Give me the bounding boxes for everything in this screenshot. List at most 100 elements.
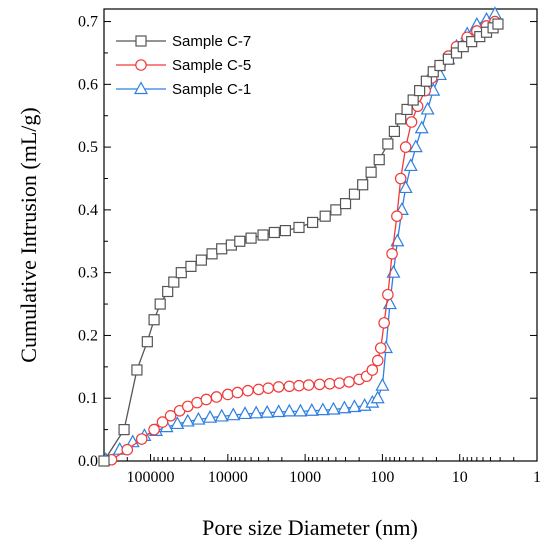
data-point-circle bbox=[148, 423, 160, 436]
data-point-square bbox=[118, 424, 130, 436]
data-point-square bbox=[339, 198, 352, 210]
data-point-square bbox=[98, 455, 110, 467]
data-point-circle bbox=[231, 386, 244, 399]
data-point-square bbox=[330, 204, 342, 216]
data-point-circle bbox=[302, 379, 315, 391]
data-point-circle bbox=[293, 379, 305, 392]
data-point-triangle bbox=[249, 405, 264, 419]
y-tick-label: 0.4 bbox=[78, 202, 98, 219]
data-point-circle bbox=[252, 383, 265, 396]
data-point-triangle bbox=[326, 401, 341, 415]
data-point-triangle bbox=[180, 413, 195, 427]
data-point-circle bbox=[333, 377, 346, 389]
data-point-triangle bbox=[191, 411, 206, 425]
data-point-square bbox=[307, 216, 319, 229]
series-line bbox=[111, 21, 496, 461]
y-tick-label: 0.3 bbox=[78, 265, 98, 282]
axis-ticks: 0.0 0.1 0.2 0.3 0.4 0.5 0.6 0.7 100000 10000 1000 1… bbox=[78, 14, 541, 486]
data-point-square bbox=[148, 314, 160, 326]
data-point-triangle bbox=[237, 406, 252, 420]
data-point-square bbox=[492, 18, 504, 30]
data-point-circle bbox=[222, 388, 234, 401]
data-point-circle bbox=[272, 381, 285, 393]
data-point-square bbox=[195, 254, 207, 266]
data-point-circle bbox=[394, 172, 407, 185]
legend-label: Sample C-1 bbox=[172, 81, 251, 98]
data-point-circle bbox=[378, 317, 390, 329]
data-point-triangle bbox=[315, 402, 330, 416]
data-point-triangle bbox=[337, 400, 352, 414]
y-axis-title: Cumulative Intrusion (mL/g) bbox=[16, 107, 41, 362]
data-point-circle bbox=[313, 378, 326, 391]
y-tick-label: 0.5 bbox=[78, 139, 98, 156]
legend-label: Sample C-7 bbox=[172, 33, 251, 50]
x-tick-label: 10000 bbox=[208, 469, 248, 486]
x-tick-label: 1 bbox=[533, 469, 541, 486]
data-point-circle bbox=[283, 380, 296, 393]
data-point-triangle bbox=[370, 390, 385, 404]
data-point-square bbox=[135, 35, 147, 47]
y-tick-label: 0.1 bbox=[78, 390, 98, 407]
data-point-square bbox=[395, 113, 407, 125]
data-point-square bbox=[450, 47, 463, 59]
data-point-square bbox=[420, 75, 432, 87]
data-point-triangle bbox=[170, 416, 185, 430]
data-point-circle bbox=[200, 393, 213, 406]
data-point-square bbox=[257, 229, 269, 241]
data-point-square bbox=[131, 364, 143, 376]
data-point-square bbox=[434, 59, 446, 72]
data-point-circle bbox=[405, 116, 418, 128]
data-point-circle bbox=[135, 59, 147, 71]
data-point-square bbox=[141, 336, 153, 348]
data-point-square bbox=[154, 298, 166, 310]
data-point-circle bbox=[382, 288, 394, 301]
data-point-square bbox=[319, 210, 331, 222]
data-point-triangle bbox=[293, 403, 308, 417]
data-point-triangle bbox=[271, 404, 286, 418]
data-point-circle bbox=[323, 377, 336, 390]
data-point-circle bbox=[156, 416, 169, 428]
x-tick-label: 1000 bbox=[289, 469, 321, 486]
data-point-square bbox=[365, 166, 377, 178]
data-point-triangle bbox=[408, 139, 423, 153]
data-point-circle bbox=[371, 354, 384, 367]
x-tick-label: 100000 bbox=[127, 469, 175, 486]
data-point-square bbox=[279, 225, 291, 237]
data-point-circle bbox=[366, 364, 379, 376]
data-point-circle bbox=[210, 391, 223, 403]
data-point-square bbox=[407, 94, 419, 106]
data-point-square bbox=[206, 248, 218, 260]
data-point-triangle bbox=[226, 407, 241, 421]
data-point-triangle bbox=[304, 403, 319, 416]
data-point-triangle bbox=[347, 399, 362, 413]
data-point-circle bbox=[343, 376, 355, 388]
data-point-square bbox=[401, 103, 413, 116]
legend-item: Sample C-7 bbox=[116, 33, 251, 50]
x-axis-title: Pore size Diameter (nm) bbox=[202, 515, 418, 540]
data-point-square bbox=[245, 232, 257, 244]
data-point-circle bbox=[374, 342, 387, 354]
data-point-square bbox=[427, 66, 439, 78]
data-point-circle bbox=[262, 382, 275, 394]
data-point-square bbox=[216, 243, 228, 255]
data-point-circle bbox=[391, 210, 403, 222]
data-point-triangle bbox=[260, 404, 275, 418]
data-point-triangle bbox=[414, 120, 429, 134]
legend-label: Sample C-5 bbox=[172, 57, 251, 74]
data-point-square bbox=[268, 226, 280, 239]
series-sample-c-5 bbox=[105, 15, 501, 466]
legend: Sample C-7 Sample C-5 Sample C-1 bbox=[116, 33, 251, 98]
data-point-circle bbox=[399, 141, 412, 153]
x-tick-label: 100 bbox=[370, 469, 394, 486]
data-point-circle bbox=[121, 443, 134, 456]
data-point-triangle bbox=[398, 180, 413, 194]
data-point-square bbox=[185, 260, 197, 272]
y-tick-label: 0.0 bbox=[78, 453, 98, 470]
data-point-square bbox=[382, 138, 394, 150]
y-tick-label: 0.2 bbox=[78, 327, 98, 344]
data-point-circle bbox=[164, 409, 177, 422]
y-tick-label: 0.6 bbox=[78, 76, 98, 93]
series-layer bbox=[98, 6, 504, 467]
legend-item: Sample C-1 bbox=[116, 81, 251, 98]
